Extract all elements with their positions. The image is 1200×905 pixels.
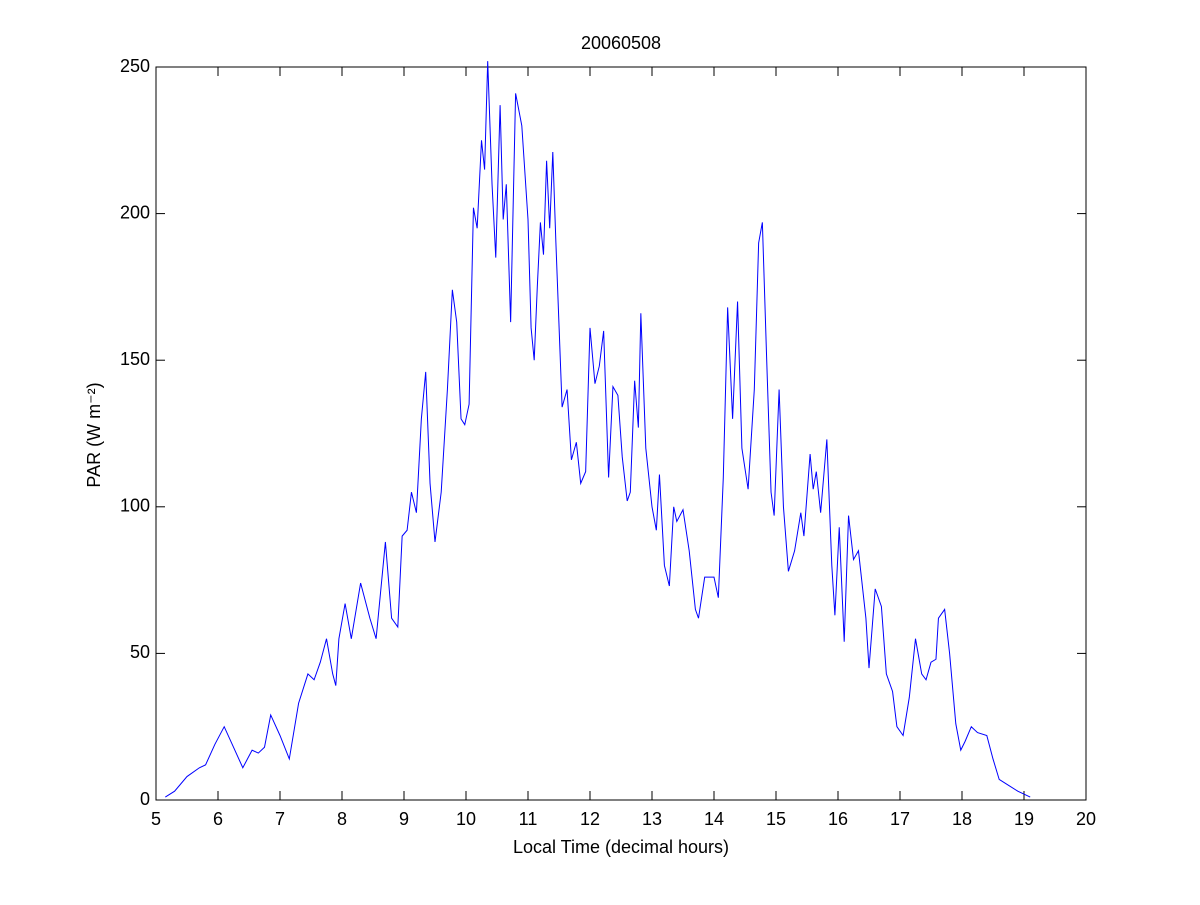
- y-tick-label: 200: [120, 202, 150, 222]
- x-tick-label: 12: [580, 809, 600, 829]
- chart-title: 20060508: [581, 33, 661, 53]
- x-tick-label: 7: [275, 809, 285, 829]
- x-tick-label: 13: [642, 809, 662, 829]
- x-tick-label: 18: [952, 809, 972, 829]
- x-tick-label: 14: [704, 809, 724, 829]
- y-tick-label: 0: [140, 789, 150, 809]
- x-tick-label: 9: [399, 809, 409, 829]
- x-tick-label: 15: [766, 809, 786, 829]
- y-tick-label: 250: [120, 56, 150, 76]
- x-tick-label: 5: [151, 809, 161, 829]
- x-tick-label: 17: [890, 809, 910, 829]
- x-tick-label: 10: [456, 809, 476, 829]
- x-tick-label: 19: [1014, 809, 1034, 829]
- y-tick-label: 150: [120, 349, 150, 369]
- y-tick-label: 50: [130, 642, 150, 662]
- data-line: [165, 61, 1031, 798]
- x-tick-label: 16: [828, 809, 848, 829]
- y-axis-label: PAR (W m⁻²): [84, 382, 104, 487]
- x-tick-label: 11: [519, 809, 538, 829]
- x-tick-label: 8: [337, 809, 347, 829]
- x-tick-label: 6: [213, 809, 223, 829]
- y-tick-label: 100: [120, 496, 150, 516]
- x-tick-label: 20: [1076, 809, 1096, 829]
- x-axis-label: Local Time (decimal hours): [513, 837, 729, 857]
